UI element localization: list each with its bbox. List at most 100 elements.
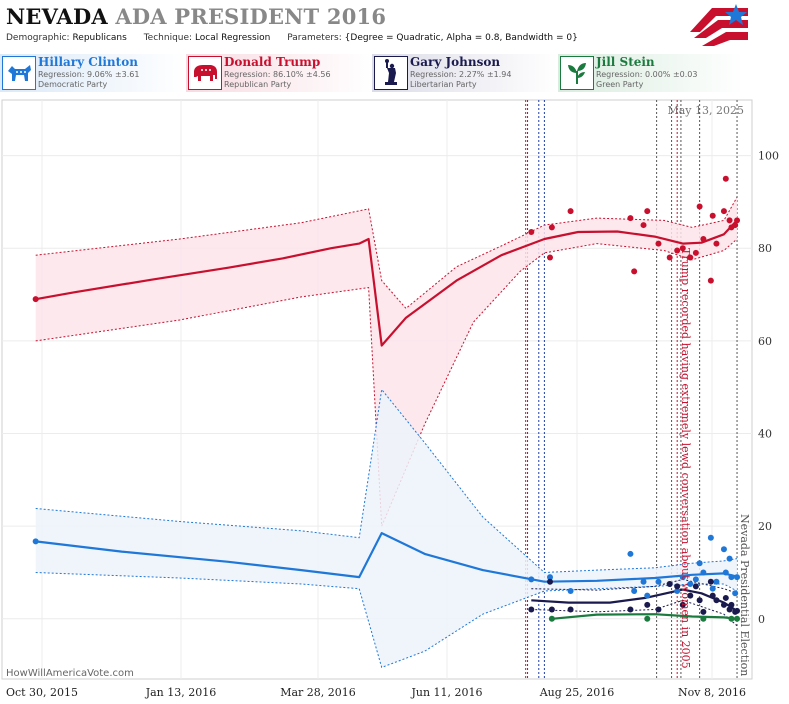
poll-point [528,576,535,583]
poll-point [644,615,651,622]
poll-point [734,607,741,614]
poll-point [732,590,739,597]
poll-point [692,576,699,583]
candidate-party: Green Party [596,80,644,89]
poll-point [547,578,554,585]
poll-point [655,240,662,247]
parameters-value: {Degree = Quadratic, Alpha = 0.8, Bandwi… [344,33,578,43]
poll-point [528,229,535,236]
candidate-card-stein: Jill Stein Regression: 0.00% ±0.03 Green… [558,54,744,92]
poll-point [674,587,681,594]
poll-point [734,217,741,224]
page-title: NEVADA ADA PRESIDENT 2016 [6,4,386,29]
candidate-name: Donald Trump [224,55,321,69]
candidate-regression: Regression: 2.27% ±1.94 [410,70,512,79]
poll-point [734,615,741,622]
candidate-regression: Regression: 86.10% ±4.56 [224,70,331,79]
date-label: May 13, 2025 [667,104,744,117]
poll-point [707,578,714,585]
band-lower-line [35,572,738,669]
confidence-band [35,197,737,527]
y-tick-label: 100 [758,150,779,163]
poll-point [528,606,535,613]
poll-point [692,249,699,256]
poll-point [709,212,716,219]
poll-point [567,208,574,215]
parameters-label: Parameters: [287,33,342,43]
poll-point [687,581,694,588]
poll-point [627,215,634,222]
poll-point [631,268,638,275]
poll-point [696,597,703,604]
technique-value: Local Regression [194,33,271,43]
watermark: HowWillAmericaVote.com [6,668,134,679]
confidence-band [35,389,737,668]
poll-point [713,597,720,604]
regression-line [35,219,738,347]
candidate-card-clinton: Hillary Clinton Regression: 9.06% ±3.61 … [0,54,186,92]
poll-point [696,560,703,567]
poll-point [644,601,651,608]
poll-point [700,235,707,242]
demographic-label: Demographic: [6,33,70,43]
poll-point [692,583,699,590]
candidate-party: Libertarian Party [410,80,477,89]
x-tick-label: Aug 25, 2016 [539,686,615,699]
poll-point [548,224,555,231]
poll-point [666,581,673,588]
poll-point [696,203,703,210]
poll-point [707,277,714,284]
y-tick-label: 0 [758,613,765,626]
poll-point [700,615,707,622]
candidate-party: Republican Party [224,80,292,89]
poll-point [707,534,714,541]
poll-point [700,608,707,615]
y-tick-label: 80 [758,242,772,255]
poll-point [722,594,729,601]
regression-chart: 0 20 40 60 80 100 Oct 30, 2015 Jan 13, 2016 Mar … [1,99,779,699]
band-upper-line [35,197,738,310]
poll-point [679,245,686,252]
elephant-icon [188,56,222,90]
candidate-legend: Hillary Clinton Regression: 9.06% ±3.61 … [0,54,789,94]
poll-point [666,254,673,261]
poll-point [700,569,707,576]
poll-point [679,601,686,608]
poll-point [32,538,39,545]
event-annotation: Nevada Presidential Election [738,514,751,676]
y-tick-label: 60 [758,335,772,348]
x-tick-label: Jan 13, 2016 [145,686,217,699]
plant-icon [560,56,594,90]
poll-point [627,606,634,613]
y-tick-label: 40 [758,428,772,441]
candidate-card-trump: Donald Trump Regression: 86.10% ±4.56 Re… [186,54,372,92]
technique-label: Technique: [143,33,193,43]
poll-point [655,578,662,585]
poll-point [713,240,720,247]
candidate-regression: Regression: 9.06% ±3.61 [38,70,140,79]
candidate-party: Democratic Party [38,80,108,89]
poll-point [548,615,555,622]
poll-point [726,555,733,562]
poll-point [720,546,727,553]
poll-point [713,578,720,585]
poll-point [547,254,554,261]
band-upper-line [35,388,738,574]
x-tick-label: Jun 11, 2016 [410,686,482,699]
poll-point [709,585,716,592]
poll-point [655,606,662,613]
title-rest: ADA PRESIDENT 2016 [115,4,387,29]
poll-point [567,606,574,613]
poll-point [644,208,651,215]
title-state: NEVADA [6,4,108,29]
candidate-card-johnson: Gary Johnson Regression: 2.27% ±1.94 Lib… [372,54,558,92]
candidate-regression: Regression: 0.00% ±0.03 [596,70,698,79]
x-tick-label: Oct 30, 2015 [6,686,78,699]
donkey-icon [2,56,36,90]
poll-point [722,175,729,182]
event-annotation: Trump recorded having extremely lewd con… [679,248,692,669]
poll-point [728,574,735,581]
header: NEVADA ADA PRESIDENT 2016 Demographic: R… [0,0,789,52]
poll-point [567,587,574,594]
candidate-name: Gary Johnson [410,55,501,69]
